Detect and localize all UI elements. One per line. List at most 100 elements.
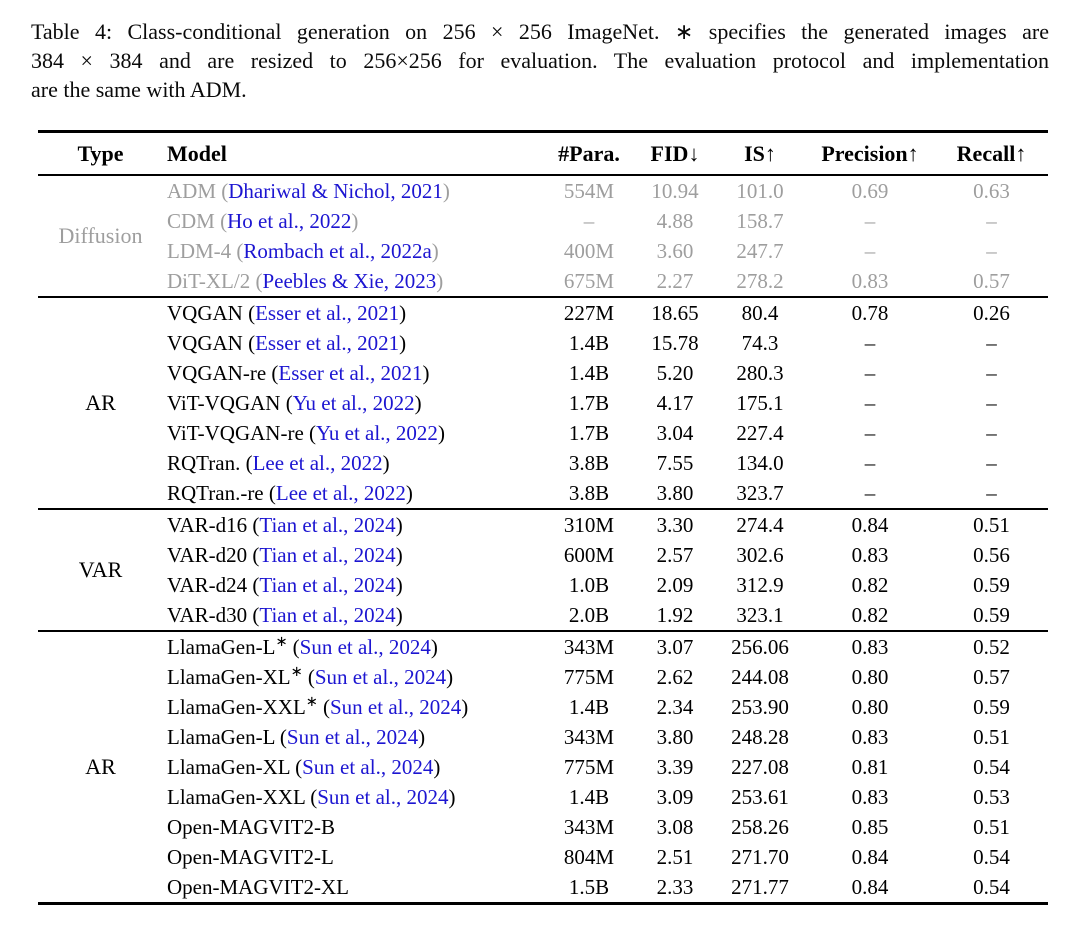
table-row: Open-MAGVIT2-L 804M 2.51 271.70 0.84 0.54 <box>38 842 1048 872</box>
precision-cell: – <box>864 208 876 233</box>
citation-link[interactable]: Ho et al., 2022 <box>227 208 352 233</box>
precision-cell: 0.83 <box>851 634 889 659</box>
table-row: VAR-d24 (Tian et al., 2024) 1.0B 2.09 312.9… <box>38 570 1048 600</box>
table-row: LDM-4 (Rombach et al., 2022a) 400M 3.60 247… <box>38 236 1048 266</box>
col-header-label: Model <box>167 140 227 166</box>
model-name: CDM <box>167 208 215 233</box>
model-cell: Open-MAGVIT2-L <box>163 842 543 872</box>
citation-link[interactable]: Tian et al., 2024 <box>259 572 396 597</box>
recall-cell: 0.59 <box>973 602 1010 627</box>
param-cell: 343M <box>563 724 615 749</box>
model-name: VAR-d30 <box>167 602 248 627</box>
table-row: DiT-XL/2 (Peebles & Xie, 2023) 675M 2.27 27… <box>38 266 1048 297</box>
recall-cell: 0.53 <box>973 784 1010 809</box>
recall-cell: 0.59 <box>973 694 1010 719</box>
model-cell: CDM (Ho et al., 2022) <box>167 208 359 233</box>
model-cell: LlamaGen-XXL (Sun et al., 2024) <box>167 784 456 809</box>
model-name: LDM-4 <box>167 238 232 263</box>
param-cell: 1.7B <box>568 390 610 415</box>
table-row: LlamaGen-XXL (Sun et al., 2024) 1.4B 3.09 2… <box>38 782 1048 812</box>
citation-link[interactable]: Esser et al., 2021 <box>278 360 423 385</box>
table-row: AR LlamaGen-L∗ (Sun et al., 2024) 343M 3.07… <box>38 631 1048 779</box>
precision-cell: 0.81 <box>851 754 889 779</box>
table-row: VAR-d30 (Tian et al., 2024) 2.0B 1.92 323.1… <box>38 600 1048 631</box>
recall-cell: 0.54 <box>973 874 1010 899</box>
recall-cell: 0.51 <box>973 512 1010 537</box>
fid-cell: 2.57 <box>656 542 694 567</box>
param-cell: 310M <box>563 512 615 537</box>
fid-cell: 3.80 <box>656 480 694 505</box>
model-name: LlamaGen-XL <box>167 754 290 779</box>
citation-link[interactable]: Rombach et al., 2022a <box>243 238 432 263</box>
model-cell: VAR-d30 (Tian et al., 2024) <box>167 602 403 627</box>
citation-link[interactable]: Sun et al., 2024 <box>302 754 434 779</box>
is-cell: 74.3 <box>741 330 779 355</box>
model-name: DiT-XL/2 <box>167 268 251 293</box>
table-row: ViT-VQGAN (Yu et al., 2022) 1.7B 4.17 175.1… <box>38 388 1048 418</box>
recall-cell: 0.54 <box>973 754 1010 779</box>
citation-link[interactable]: Sun et al., 2024 <box>329 694 462 719</box>
param-cell: 554M <box>563 178 615 203</box>
model-cell: Open-MAGVIT2-B <box>163 812 543 842</box>
model-name: Open-MAGVIT2-XL <box>167 874 349 899</box>
is-cell: 256.06 <box>731 634 789 659</box>
citation-link[interactable]: Tian et al., 2024 <box>259 542 396 567</box>
is-cell: 280.3 <box>736 360 784 385</box>
is-cell: 134.0 <box>736 450 784 475</box>
model-cell: ViT-VQGAN-re (Yu et al., 2022) <box>167 420 445 445</box>
type-cell: AR <box>85 390 116 415</box>
recall-cell: – <box>986 450 997 475</box>
citation-link[interactable]: Lee et al., 2022 <box>252 450 383 475</box>
citation-link[interactable]: Esser et al., 2021 <box>255 300 400 325</box>
citation-link[interactable]: Sun et al., 2024 <box>299 634 431 659</box>
param-cell: 675M <box>563 268 615 293</box>
citation-link[interactable]: Dhariwal & Nichol, 2021 <box>228 178 443 203</box>
citation-link[interactable]: Sun et al., 2024 <box>286 724 419 749</box>
citation-link[interactable]: Peebles & Xie, 2023 <box>262 268 437 293</box>
model-name: ADM <box>167 178 217 203</box>
col-header-label: FID <box>650 140 689 166</box>
is-cell: 158.7 <box>736 208 784 233</box>
recall-cell: 0.59 <box>973 572 1010 597</box>
model-name: VQGAN <box>167 330 243 355</box>
model-name: VQGAN-re <box>167 360 267 385</box>
is-cell: 271.70 <box>731 844 789 869</box>
col-header-model: Model <box>163 131 543 176</box>
citation-link[interactable]: Yu et al., 2022 <box>292 390 415 415</box>
model-cell: ADM (Dhariwal & Nichol, 2021) <box>167 178 450 203</box>
model-name: LlamaGen-L <box>167 724 275 749</box>
param-cell: 1.4B <box>568 694 610 719</box>
recall-cell: – <box>986 360 997 385</box>
citation-link[interactable]: Sun et al., 2024 <box>314 664 447 689</box>
precision-cell: 0.83 <box>851 542 889 567</box>
precision-cell: 0.82 <box>851 602 889 627</box>
table-row: LlamaGen-XXL∗ (Sun et al., 2024) 1.4B 2.34… <box>38 692 1048 722</box>
recall-cell: 0.51 <box>973 724 1010 749</box>
precision-cell: – <box>864 480 876 505</box>
caption-line: 384 × 384 and are resized to 256×256 for… <box>31 48 1049 73</box>
is-cell: 227.4 <box>736 420 784 445</box>
model-cell: VQGAN-re (Esser et al., 2021) <box>167 360 430 385</box>
arrow-up-icon: ↑ <box>764 140 776 166</box>
results-table: Type Model #Para. FID↓ IS↑ Precision↑ Recall↑ … <box>38 130 1048 905</box>
citation-link[interactable]: Sun et al., 2024 <box>317 784 449 809</box>
table-row: ViT-VQGAN-re (Yu et al., 2022) 1.7B 3.04 22… <box>38 418 1048 448</box>
section-var-2: VAR VAR-d16 (Tian et al., 2024) 310M 3.30 27… <box>38 509 1048 631</box>
precision-cell: 0.83 <box>851 724 889 749</box>
is-cell: 302.6 <box>736 542 784 567</box>
citation-link[interactable]: Tian et al., 2024 <box>259 602 396 627</box>
citation-link[interactable]: Yu et al., 2022 <box>316 420 438 445</box>
recall-cell: – <box>986 238 997 263</box>
param-cell: 3.8B <box>568 450 610 475</box>
is-cell: 227.08 <box>731 754 789 779</box>
precision-cell: 0.84 <box>851 844 889 869</box>
table-row: CDM (Ho et al., 2022) – 4.88 158.7 – – <box>38 206 1048 236</box>
citation-link[interactable]: Lee et al., 2022 <box>275 480 406 505</box>
citation-link[interactable]: Tian et al., 2024 <box>259 512 396 537</box>
precision-cell: 0.80 <box>851 664 889 689</box>
recall-cell: 0.54 <box>973 844 1010 869</box>
precision-cell: – <box>864 360 876 385</box>
fid-cell: 3.39 <box>656 754 694 779</box>
fid-cell: 18.65 <box>651 300 699 325</box>
citation-link[interactable]: Esser et al., 2021 <box>255 330 400 355</box>
